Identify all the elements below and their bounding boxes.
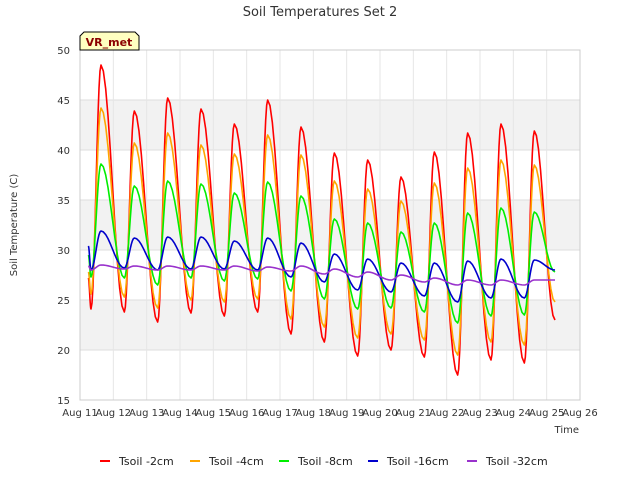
- series-lines: [87, 64, 556, 376]
- legend-label: Tsoil -8cm: [297, 455, 353, 468]
- x-axis-title: Time: [554, 425, 579, 436]
- x-tick-label: Aug 12: [96, 408, 131, 419]
- plot-band: [80, 50, 580, 100]
- y-tick-label: 35: [57, 196, 70, 207]
- y-tick-label: 25: [57, 296, 70, 307]
- x-tick-label: Aug 19: [329, 408, 364, 419]
- x-tick-label: Aug 26: [562, 408, 597, 419]
- y-tick-label: 30: [57, 246, 70, 257]
- y-tick-labels: 15 20 25 30 35 40 45 50: [57, 46, 70, 407]
- series-line-tsoil-16cm: [87, 230, 556, 303]
- series-line-tsoil-4cm: [87, 107, 556, 356]
- legend-label: Tsoil -32cm: [485, 455, 548, 468]
- x-tick-label: Aug 22: [429, 408, 464, 419]
- plot-frame: [79, 49, 581, 401]
- x-tick-label: Aug 17: [262, 408, 297, 419]
- x-tick-label: Aug 13: [129, 408, 164, 419]
- y-tick-label: 15: [57, 396, 70, 407]
- x-tick-label: Aug 21: [396, 408, 431, 419]
- legend-item-tsoil-2cm: Tsoil -2cm: [100, 455, 174, 468]
- legend: Tsoil -2cm Tsoil -4cm Tsoil -8cm Tsoil -16c…: [100, 455, 548, 468]
- vr-met-badge: VR_met: [79, 31, 140, 51]
- x-tick-label: Aug 23: [462, 408, 497, 419]
- plot-band: [80, 100, 580, 150]
- x-tick-label: Aug 24: [496, 408, 531, 419]
- y-tick-label: 40: [57, 146, 70, 157]
- legend-label: Tsoil -4cm: [208, 455, 264, 468]
- y-tick-label: 20: [57, 346, 70, 357]
- y-tick-label: 45: [57, 96, 70, 107]
- x-tick-label: Aug 18: [296, 408, 331, 419]
- plot-band: [80, 300, 580, 350]
- chart-title: Soil Temperatures Set 2: [243, 5, 398, 20]
- legend-item-tsoil-32cm: Tsoil -32cm: [467, 455, 548, 468]
- x-tick-label: Aug 11: [62, 408, 97, 419]
- y-tick-label: 50: [57, 46, 70, 57]
- x-tick-label: Aug 15: [196, 408, 231, 419]
- x-tick-label: Aug 14: [162, 408, 197, 419]
- x-tick-label: Aug 16: [229, 408, 264, 419]
- legend-item-tsoil-8cm: Tsoil -8cm: [279, 455, 353, 468]
- legend-label: Tsoil -2cm: [118, 455, 174, 468]
- series-line-tsoil-32cm: [87, 264, 555, 286]
- badge-box: [79, 31, 140, 51]
- badge-label: VR_met: [86, 36, 133, 49]
- x-tick-label: Aug 25: [529, 408, 564, 419]
- plot-band: [80, 350, 580, 400]
- legend-item-tsoil-4cm: Tsoil -4cm: [190, 455, 264, 468]
- legend-item-tsoil-16cm: Tsoil -16cm: [368, 455, 449, 468]
- legend-label: Tsoil -16cm: [386, 455, 449, 468]
- series-line-tsoil-8cm: [87, 163, 556, 324]
- y-axis-title: Soil Temperature (C): [9, 174, 20, 277]
- x-tick-label: Aug 20: [362, 408, 397, 419]
